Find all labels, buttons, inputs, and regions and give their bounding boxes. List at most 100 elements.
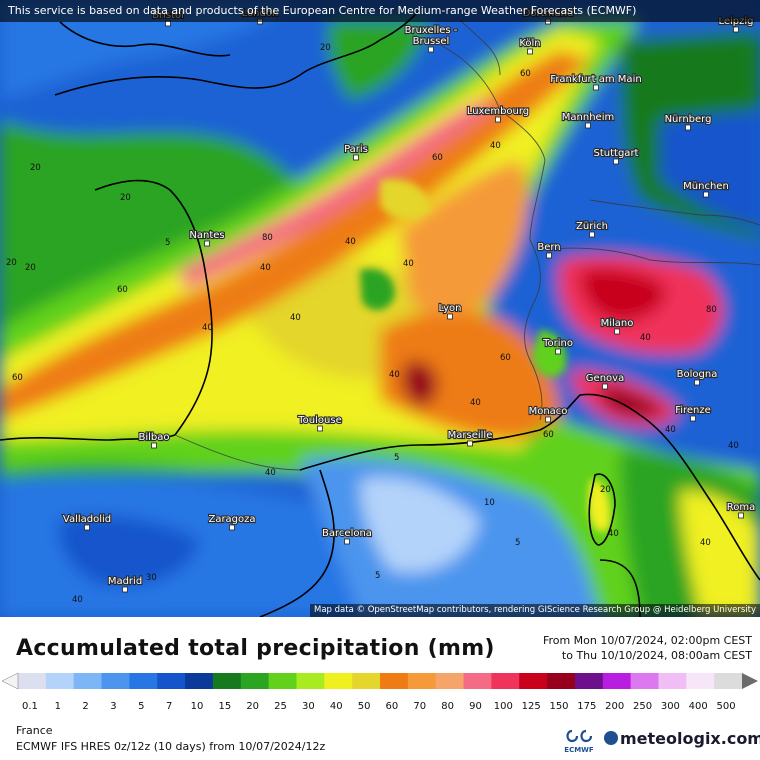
- svg-text:Mannheim: Mannheim: [562, 112, 614, 123]
- svg-text:Bruxelles -: Bruxelles -: [405, 25, 458, 36]
- svg-text:Brussel: Brussel: [413, 36, 450, 47]
- svg-text:München: München: [683, 181, 729, 192]
- city-monaco: Monaco: [527, 405, 569, 423]
- country-borders: [174, 19, 760, 471]
- city-roma: Roma: [726, 501, 756, 519]
- contour-label: 80: [262, 233, 273, 243]
- scale-bin: [574, 673, 604, 689]
- contour-label: 20: [30, 163, 41, 173]
- scale-tick-label: 15: [218, 701, 231, 712]
- svg-text:Lyon: Lyon: [438, 303, 461, 314]
- meteologix-brand[interactable]: meteologix.com: [604, 729, 760, 748]
- contour-label: 20: [600, 485, 611, 495]
- contour-label: 40: [700, 538, 711, 548]
- svg-text:Luxembourg: Luxembourg: [467, 106, 529, 117]
- scale-bin: [268, 673, 297, 689]
- svg-text:Stuttgart: Stuttgart: [594, 148, 639, 159]
- svg-text:Frankfurt am Main: Frankfurt am Main: [550, 74, 641, 85]
- scale-tick-label: 125: [522, 701, 541, 712]
- city-toulouse: Toulouse: [296, 414, 343, 432]
- contour-label: 40: [470, 398, 481, 408]
- contour-label: 5: [394, 453, 399, 463]
- city-bern: Bern: [536, 241, 562, 259]
- svg-text:Firenze: Firenze: [675, 405, 711, 416]
- city-m-nchen: München: [682, 180, 730, 198]
- city-k-ln: Köln: [518, 37, 542, 55]
- scale-bin: [547, 673, 576, 689]
- meteologix-logo-icon: [604, 731, 618, 745]
- scale-tick-label: 1: [55, 701, 61, 712]
- contour-label: 60: [543, 430, 554, 440]
- contour-label: 30: [146, 573, 157, 583]
- svg-text:Genova: Genova: [586, 373, 624, 384]
- scale-bin: [296, 673, 325, 689]
- contour-label: 60: [520, 69, 531, 79]
- svg-text:Toulouse: Toulouse: [297, 415, 341, 426]
- valid-time-range: From Mon 10/07/2024, 02:00pm CEST to Thu…: [543, 633, 752, 663]
- scale-tick-label: 25: [274, 701, 287, 712]
- map-attribution: Map data © OpenStreetMap contributors, r…: [310, 604, 760, 617]
- map-canvas: BristolLondonDortmundLeipzigBruxelles -B…: [0, 0, 760, 617]
- svg-text:Bern: Bern: [537, 242, 560, 253]
- scale-tick-label: 70: [413, 701, 426, 712]
- contour-labels: 20 20 40 40 60 40 60 80 60 60 40 40 40 40 60 40 60 40 80 40…: [6, 43, 739, 605]
- precipitation-detail: [360, 179, 611, 533]
- city-lyon: Lyon: [437, 302, 463, 320]
- svg-text:Torino: Torino: [542, 338, 573, 349]
- scale-bin: [45, 673, 75, 689]
- scale-bin: [18, 673, 47, 689]
- precipitation-map: BristolLondonDortmundLeipzigBruxelles -B…: [0, 0, 760, 617]
- scale-tick-label: 5: [138, 701, 144, 712]
- contour-label: 20: [120, 193, 131, 203]
- contour-label: 60: [432, 153, 443, 163]
- contour-label: 80: [706, 305, 717, 315]
- scale-tick-label: 150: [549, 701, 568, 712]
- contour-label: 60: [12, 373, 23, 383]
- svg-text:Nürnberg: Nürnberg: [665, 114, 712, 125]
- svg-text:Zaragoza: Zaragoza: [208, 514, 255, 525]
- contour-label: 5: [165, 238, 170, 248]
- svg-text:Marseille: Marseille: [448, 430, 493, 441]
- scale-tick-label: 7: [166, 701, 172, 712]
- city-firenze: Firenze: [674, 404, 712, 422]
- scale-bin: [491, 673, 520, 689]
- svg-text:Bologna: Bologna: [677, 369, 718, 380]
- scale-bin: [157, 673, 186, 689]
- scale-bin: [129, 673, 158, 689]
- scale-tick-label: 80: [441, 701, 454, 712]
- svg-text:Milano: Milano: [601, 318, 634, 329]
- scale-tick-label: 175: [577, 701, 596, 712]
- svg-text:Valladolid: Valladolid: [63, 514, 111, 525]
- contour-label: 40: [72, 595, 83, 605]
- scale-tick-label: 10: [191, 701, 204, 712]
- contour-label: 40: [202, 323, 213, 333]
- city-z-rich: Zürich: [575, 220, 609, 238]
- scale-bin: [435, 673, 465, 689]
- svg-text:Barcelona: Barcelona: [322, 528, 372, 539]
- city-barcelona: Barcelona: [321, 527, 373, 545]
- scale-tick-label: 250: [633, 701, 652, 712]
- contour-label: 40: [403, 259, 414, 269]
- city-valladolid: Valladolid: [62, 513, 112, 531]
- contour-label: 20: [6, 258, 17, 268]
- city-frankfurt-am-main: Frankfurt am Main: [549, 73, 643, 91]
- scale-tick-label: 300: [661, 701, 680, 712]
- city-genova: Genova: [585, 372, 625, 390]
- scale-bin: [658, 673, 687, 689]
- city-torino: Torino: [541, 337, 574, 355]
- svg-text:Bilbao: Bilbao: [138, 432, 169, 443]
- valid-to: to Thu 10/10/2024, 08:00am CEST: [561, 649, 752, 662]
- scale-bin: [714, 673, 743, 689]
- city-marseille: Marseille: [447, 429, 493, 447]
- data-source-banner: This service is based on data and produc…: [0, 0, 760, 22]
- scale-bin: [630, 673, 659, 689]
- model-run-label: ECMWF IFS HRES 0z/12z (10 days) from 10/…: [16, 740, 326, 753]
- contour-label: 20: [25, 263, 36, 273]
- contour-label: 40: [665, 425, 676, 435]
- scale-bin: [73, 673, 103, 689]
- city-mannheim: Mannheim: [561, 111, 615, 129]
- scale-right-arrow: [742, 673, 758, 689]
- scale-tick-label: 2: [82, 701, 88, 712]
- contour-label: 5: [515, 538, 520, 548]
- svg-text:Paris: Paris: [344, 144, 368, 155]
